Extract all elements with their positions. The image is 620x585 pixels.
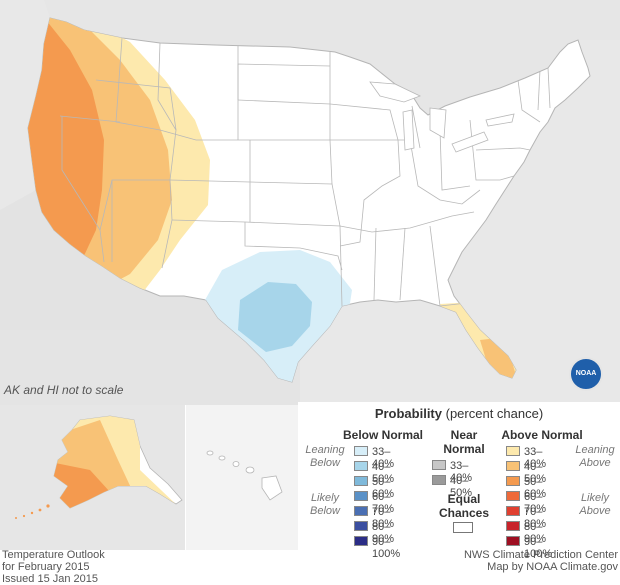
near-normal-range-label: 33–40% bbox=[450, 460, 473, 484]
below-normal-swatch bbox=[354, 521, 368, 531]
leaning-below-label: Leaning Below bbox=[305, 444, 345, 469]
above-normal-range-label: 50–60% bbox=[524, 476, 547, 500]
outlook-map bbox=[0, 0, 620, 550]
above-normal-swatch bbox=[506, 491, 520, 501]
footer-period: for February 2015 bbox=[2, 561, 90, 573]
below-normal-range-label: 60–70% bbox=[372, 491, 395, 515]
above-normal-range-label: 90–100% bbox=[524, 536, 553, 560]
below-normal-swatch bbox=[354, 461, 368, 471]
above-normal-swatch bbox=[506, 521, 520, 531]
below-normal-range-label: 70–80% bbox=[372, 506, 395, 530]
footer-left: Temperature Outlook for February 2015 Is… bbox=[2, 549, 105, 585]
footer-right: NWS Climate Prediction Center Map by NOA… bbox=[464, 549, 618, 573]
above-normal-swatch bbox=[506, 536, 520, 546]
equal-chances-swatch bbox=[453, 522, 473, 533]
below-normal-swatch bbox=[354, 536, 368, 546]
below-normal-swatch bbox=[354, 506, 368, 516]
above-normal-swatch bbox=[506, 461, 520, 471]
below-normal-swatch bbox=[354, 476, 368, 486]
leaning-above-label: Leaning Above bbox=[575, 444, 615, 469]
equal-chances-line-2: Chances bbox=[438, 506, 490, 520]
footer-issued: Issued 15 Jan 2015 bbox=[2, 573, 99, 585]
near-normal-range-label: 40–50% bbox=[450, 475, 473, 499]
above-normal-range-label: 60–70% bbox=[524, 491, 547, 515]
likely-above-label: Likely Above bbox=[579, 492, 611, 517]
above-normal-range-label: 70–80% bbox=[524, 506, 547, 530]
noaa-logo-icon: NOAA bbox=[569, 357, 603, 391]
above-normal-swatch bbox=[506, 506, 520, 516]
below-normal-swatch bbox=[354, 491, 368, 501]
below-normal-heading: Below Normal bbox=[342, 428, 423, 442]
footer-credit: Map by NOAA Climate.gov bbox=[487, 561, 618, 573]
near-normal-swatch bbox=[432, 475, 446, 485]
below-normal-swatch bbox=[354, 446, 368, 456]
likely-below-label: Likely Below bbox=[310, 492, 340, 517]
below-normal-range-label: 90–100% bbox=[372, 536, 401, 560]
equal-chances-line-1: Equal bbox=[447, 492, 481, 506]
near-normal-heading-2: Normal bbox=[443, 442, 485, 456]
near-normal-swatch bbox=[432, 460, 446, 470]
footer-source: NWS Climate Prediction Center bbox=[463, 549, 618, 561]
scale-note: AK and HI not to scale bbox=[4, 383, 124, 397]
above-normal-heading: Above Normal bbox=[501, 428, 583, 442]
above-normal-range-label: 80–90% bbox=[524, 521, 547, 545]
below-normal-range-label: 40–50% bbox=[372, 461, 395, 485]
above-normal-swatch bbox=[506, 446, 520, 456]
above-normal-swatch bbox=[506, 476, 520, 486]
below-normal-range-label: 33–40% bbox=[372, 446, 395, 470]
below-normal-range-label: 50–60% bbox=[372, 476, 395, 500]
below-normal-range-label: 80–90% bbox=[372, 521, 395, 545]
legend-title: Probability (percent chance) bbox=[374, 406, 544, 421]
above-normal-range-label: 40–50% bbox=[524, 461, 547, 485]
probability-legend: Probability (percent chance) Below Norma… bbox=[298, 402, 620, 560]
footer-title: Temperature Outlook bbox=[2, 549, 105, 561]
near-normal-heading-1: Near bbox=[450, 428, 478, 442]
above-normal-range-label: 33–40% bbox=[524, 446, 547, 470]
